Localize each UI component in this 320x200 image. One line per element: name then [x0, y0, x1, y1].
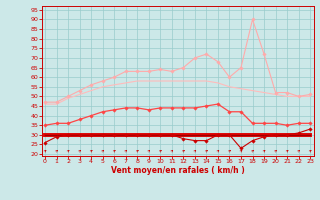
X-axis label: Vent moyen/en rafales ( km/h ): Vent moyen/en rafales ( km/h ): [111, 166, 244, 175]
